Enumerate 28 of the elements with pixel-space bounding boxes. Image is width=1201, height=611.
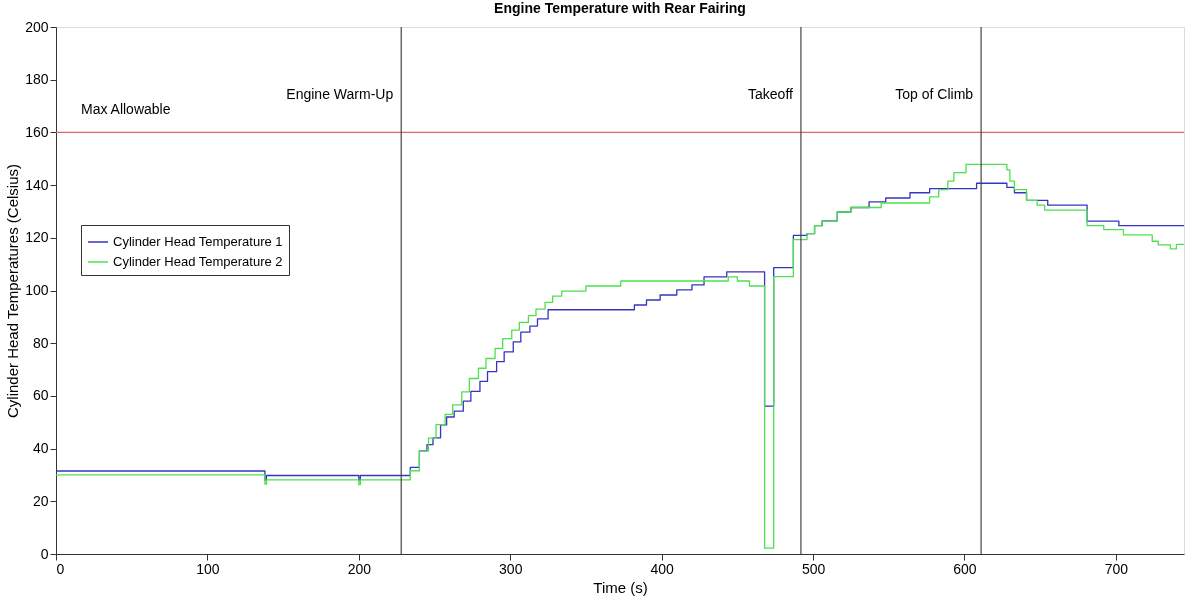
x-tick-label: 700 xyxy=(1104,560,1129,577)
x-tick-label: 100 xyxy=(196,560,220,577)
ref-line-label: Max Allowable xyxy=(81,101,171,118)
y-tick-label: 40 xyxy=(32,440,49,457)
x-tick-label: 500 xyxy=(801,560,826,577)
ref-line-label: Engine Warm-Up xyxy=(286,86,394,102)
y-tick-label: 120 xyxy=(25,229,49,246)
y-tick-label: 0 xyxy=(40,545,49,562)
ref-line-label: Takeoff xyxy=(748,86,794,102)
legend-label: Cylinder Head Temperature 1 xyxy=(113,234,283,249)
x-tick-label: 200 xyxy=(347,560,372,577)
y-axis-title: Cylinder Head Temperatures (Celsius) xyxy=(4,164,22,418)
y-tick-label: 20 xyxy=(32,492,49,509)
y-tick-label: 80 xyxy=(32,334,49,351)
y-tick-label: 200 xyxy=(25,18,49,35)
y-tick-label: 180 xyxy=(25,71,49,88)
x-tick-label: 400 xyxy=(650,560,675,577)
x-tick-label: 0 xyxy=(56,560,65,577)
chart-title: Engine Temperature with Rear Fairing xyxy=(494,0,746,16)
x-tick-label: 300 xyxy=(499,560,523,577)
y-tick-label: 140 xyxy=(25,176,49,193)
ref-line-label: Top of Climb xyxy=(895,86,974,102)
x-axis-title: Time (s) xyxy=(593,578,648,596)
x-tick-label: 600 xyxy=(953,560,977,577)
legend-label: Cylinder Head Temperature 2 xyxy=(113,254,283,269)
y-tick-label: 100 xyxy=(25,282,49,298)
y-tick-label: 60 xyxy=(32,387,49,404)
y-tick-label: 160 xyxy=(25,123,49,140)
